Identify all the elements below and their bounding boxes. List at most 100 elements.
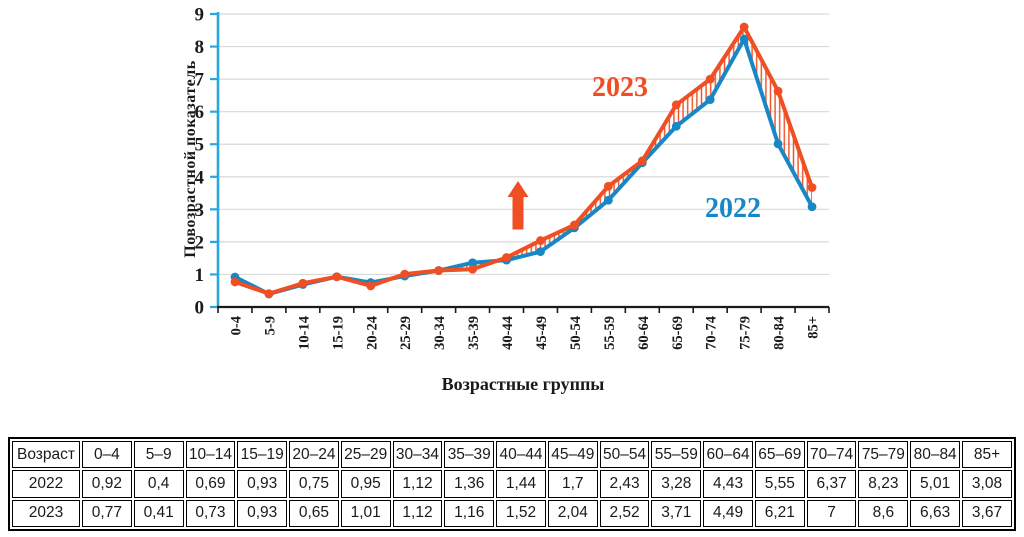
series-2023-point (332, 272, 342, 282)
age-header-cell: 75–79 (858, 441, 909, 469)
value-cell: 4,43 (703, 470, 753, 498)
x-tick-label: 25-29 (398, 316, 414, 350)
value-cell: 8,23 (858, 470, 909, 498)
series-2023-point (468, 264, 477, 274)
value-cell: 3,28 (651, 470, 702, 498)
value-cell: 0,65 (289, 499, 339, 527)
age-header-cell: 55–59 (651, 441, 702, 469)
value-cell: 1,7 (547, 470, 598, 498)
age-header-cell: 80–84 (910, 441, 961, 469)
x-tick-label: 60-64 (636, 316, 652, 350)
age-header-cell: 15–19 (237, 441, 288, 469)
value-cell: 5,01 (910, 470, 961, 498)
value-cell: 0,4 (133, 470, 184, 498)
age-header-cell: 40–44 (496, 441, 546, 469)
value-cell: 7 (806, 499, 857, 527)
series-2023-point (570, 220, 579, 230)
series-2023-label: 2023 (592, 72, 648, 103)
x-axis-labels: 0-4 5-9 10-14 15-19 20-24 25-29 30-34 35-39 40-4… (228, 316, 821, 350)
year-cell: 2022 (12, 470, 80, 498)
series-2023-point (366, 281, 376, 291)
series-2023-point (773, 86, 783, 96)
age-header-cell: 25–29 (340, 441, 391, 469)
x-tick-label: 35-39 (466, 316, 482, 350)
x-tick-label: 15-19 (330, 316, 346, 350)
value-cell: 4,49 (703, 499, 753, 527)
y-tick-label: 0 (195, 298, 205, 319)
gap-band (234, 27, 813, 294)
value-cell: 0,93 (237, 470, 288, 498)
series-2022-label: 2022 (705, 193, 761, 224)
value-cell: 6,63 (910, 499, 961, 527)
x-tick-label: 55-59 (602, 316, 618, 350)
data-table: Возраст 0–4 5–9 10–14 15–19 20–24 25–29 30–34 35… (8, 437, 1016, 531)
x-tick-label: 70-74 (704, 316, 720, 350)
age-chart-svg: 0 1 2 3 4 5 6 7 8 9 0-4 5-9 10-14 15-19 20-24 25-29 30-3… (195, 5, 830, 350)
series-2022-markers (230, 34, 817, 299)
x-tick-label: 85+ (806, 316, 822, 339)
value-cell: 6,21 (754, 499, 805, 527)
series-2023-point (264, 289, 274, 299)
y-tick-label: 3 (195, 200, 205, 221)
series-2023-point (637, 156, 647, 166)
age-header-cell: 70–74 (806, 441, 857, 469)
series-2023-point (536, 236, 545, 245)
increase-arrow-icon (507, 181, 529, 230)
value-cell: 1,44 (496, 470, 546, 498)
age-header-label: Возраст (12, 441, 80, 469)
y-tick-label: 4 (195, 167, 205, 188)
series-2022-point (739, 34, 749, 44)
series-2022-point (603, 195, 613, 205)
x-tick-label: 50-54 (568, 316, 584, 350)
series-2023-point (807, 183, 817, 192)
series-2022-point (536, 247, 545, 257)
value-cell: 2,43 (599, 470, 650, 498)
table-row: 2022 0,92 0,4 0,69 0,93 0,75 0,95 1,12 1,36 1,44 1… (12, 470, 1012, 498)
age-header-cell: 35–39 (444, 441, 495, 469)
age-header-cell: 5–9 (133, 441, 184, 469)
y-tick-label: 7 (195, 70, 205, 91)
value-cell: 5,55 (754, 470, 805, 498)
x-tick-label: 20-24 (364, 316, 380, 350)
value-cell: 1,36 (444, 470, 495, 498)
value-cell: 0,93 (237, 499, 288, 527)
age-header-cell: 85+ (962, 441, 1012, 469)
series-2023-point (671, 100, 681, 110)
series-2022-point (671, 121, 681, 131)
series-2022-point (807, 202, 817, 212)
y-axis-title: Повозрастной показатель (182, 60, 199, 258)
x-tick-label: 10-14 (296, 316, 312, 350)
age-header-cell: 20–24 (289, 441, 339, 469)
value-cell: 2,04 (547, 499, 598, 527)
y-tick-label: 5 (195, 135, 205, 156)
age-header-cell: 50–54 (599, 441, 650, 469)
age-header-cell: 45–49 (547, 441, 598, 469)
series-2023-point (739, 22, 749, 32)
value-cell: 3,71 (651, 499, 702, 527)
series-2022-point (705, 95, 715, 105)
age-header-cell: 65–69 (754, 441, 805, 469)
year-cell: 2023 (12, 499, 80, 527)
age-header-cell: 0–4 (82, 441, 132, 469)
series-2022-line (232, 37, 815, 296)
y-tick-label: 6 (195, 102, 205, 123)
series-2023-line (232, 25, 815, 296)
series-2023-point (400, 269, 410, 279)
y-tick-label: 9 (195, 5, 205, 26)
series-2023-point (705, 74, 715, 84)
y-tick-label: 2 (195, 232, 205, 253)
value-cell: 3,67 (962, 499, 1012, 527)
value-cell: 0,69 (185, 470, 236, 498)
value-cell: 0,73 (185, 499, 236, 527)
y-tick-label: 8 (195, 37, 205, 58)
y-axis-ticks (210, 12, 218, 309)
value-cell: 0,92 (82, 470, 132, 498)
value-cell: 1,52 (496, 499, 546, 527)
x-tick-label: 75-79 (738, 316, 754, 350)
age-header-cell: 10–14 (185, 441, 236, 469)
value-cell: 1,12 (392, 499, 443, 527)
series-2023-point (434, 266, 444, 275)
x-axis-ticks (217, 307, 830, 313)
value-cell: 0,95 (340, 470, 391, 498)
value-cell: 1,01 (340, 499, 391, 527)
